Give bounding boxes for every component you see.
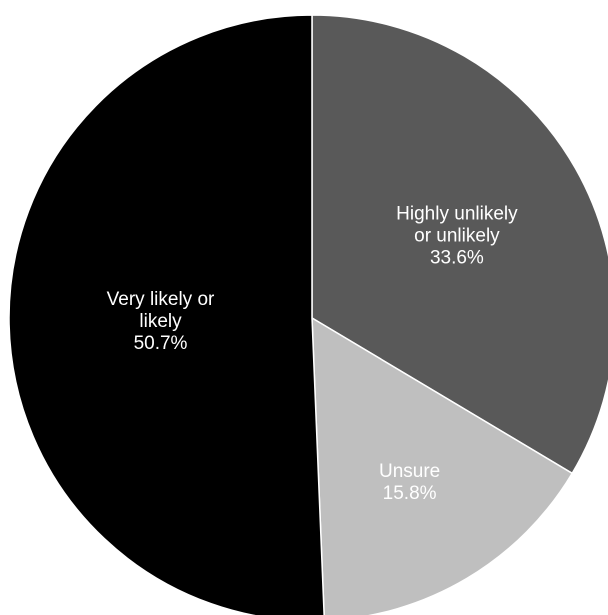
- pie-slice: [311, 14, 608, 475]
- slice-value-label: 15.8%: [383, 483, 437, 504]
- slice-category-label: Very likely or: [107, 289, 215, 310]
- slice-label: Very likely or likely 50.7%: [107, 289, 215, 354]
- slice-label: Highly unlikely or unlikely 33.6%: [396, 204, 518, 269]
- slice-category-label: Unsure: [379, 461, 440, 482]
- slice-value-label: 50.7%: [134, 333, 188, 354]
- pie-labels: Highly unlikely or unlikely 33.6% Unsure 15.…: [107, 204, 518, 504]
- slice-category-label: Highly unlikely: [396, 204, 518, 225]
- slice-category-label: or unlikely: [414, 226, 500, 247]
- pie-slice: [311, 316, 574, 615]
- pie-slice: [8, 14, 325, 615]
- pie-slices: [8, 14, 608, 615]
- slice-label: Unsure 15.8%: [379, 461, 440, 504]
- slice-category-label: likely: [139, 311, 182, 332]
- slice-value-label: 33.6%: [430, 248, 484, 269]
